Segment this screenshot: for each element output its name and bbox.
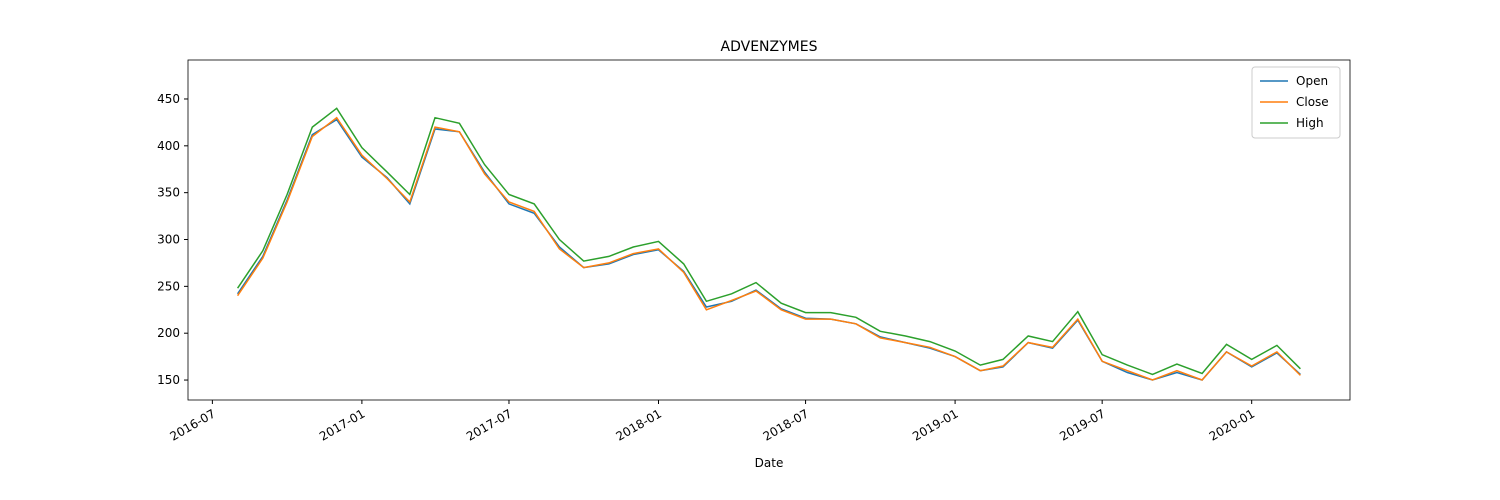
y-tick-label: 300 — [157, 233, 180, 247]
legend-label: Open — [1296, 74, 1328, 88]
chart-title: ADVENZYMES — [721, 39, 818, 55]
legend: Open Close High — [1251, 66, 1341, 139]
line-series — [236, 107, 1301, 376]
y-tick-label: 150 — [157, 373, 180, 387]
legend-label: Close — [1296, 95, 1329, 109]
plot-frame — [187, 59, 1351, 401]
y-tick-label: 400 — [157, 139, 180, 153]
x-axis-label: Date — [755, 456, 784, 470]
line-series — [236, 116, 1301, 381]
legend-label: High — [1296, 116, 1324, 130]
y-tick-label: 450 — [157, 92, 180, 106]
legend-box — [1251, 66, 1341, 139]
y-tick-label: 350 — [157, 186, 180, 200]
y-tick-label: 200 — [157, 326, 180, 340]
y-tick-label: 250 — [157, 279, 180, 293]
